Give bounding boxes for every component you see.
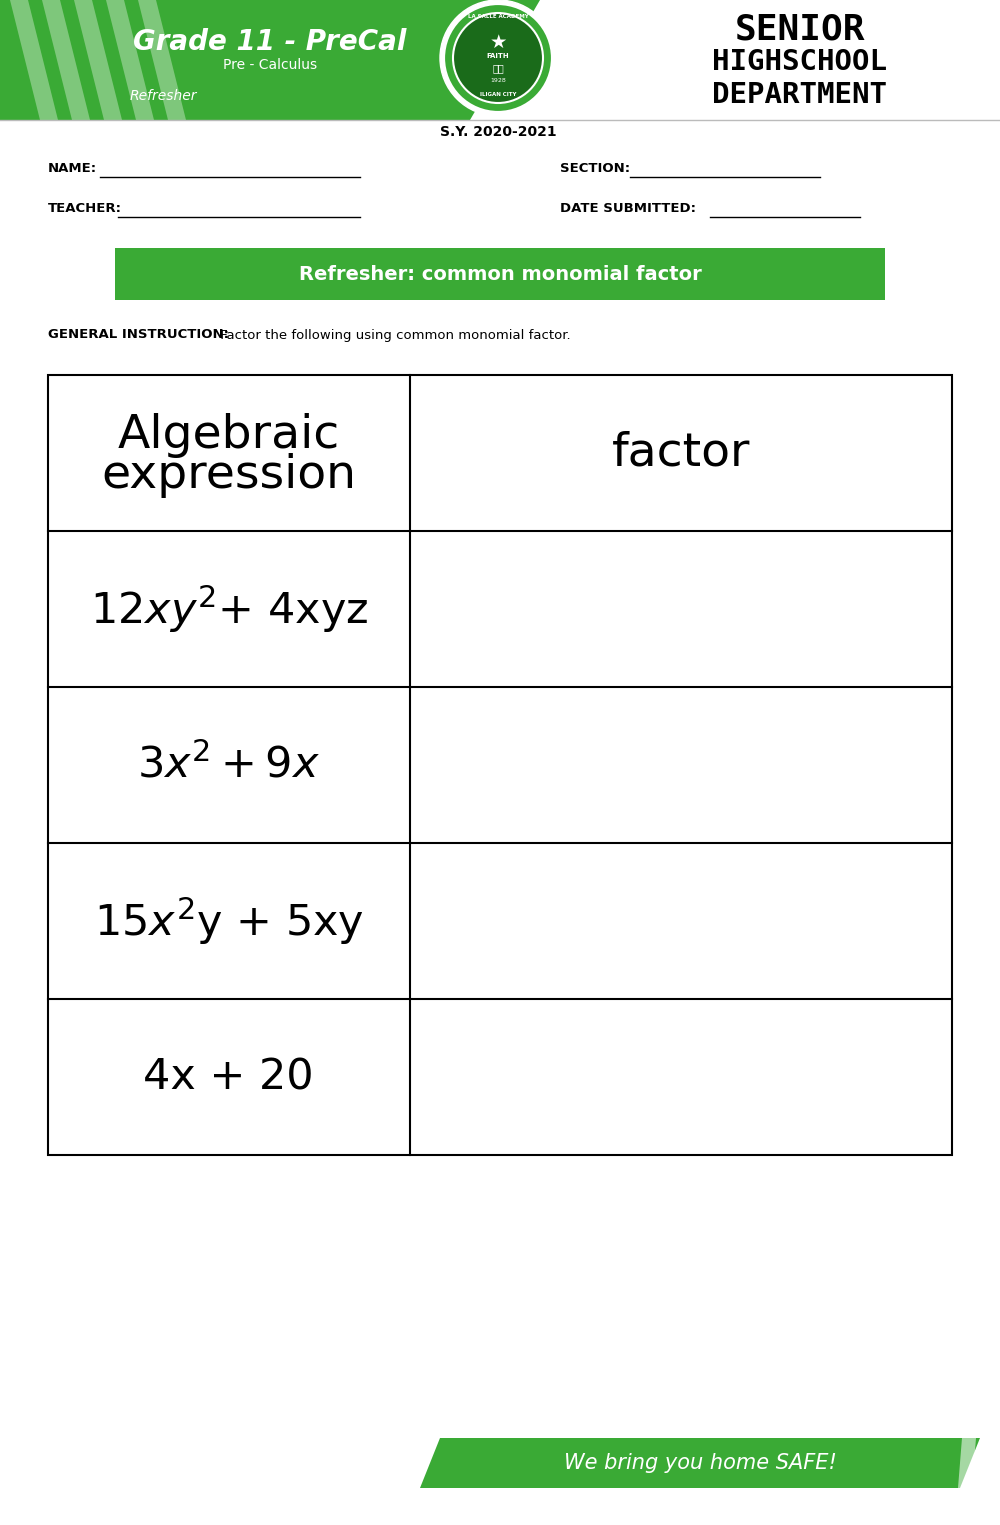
Polygon shape xyxy=(74,0,122,120)
Polygon shape xyxy=(0,0,540,120)
Bar xyxy=(48,375,952,1154)
Text: DATE SUBMITTED:: DATE SUBMITTED: xyxy=(560,201,696,215)
Text: $12xy^2$+ 4xyz: $12xy^2$+ 4xyz xyxy=(90,583,368,634)
Text: We bring you home SAFE!: We bring you home SAFE! xyxy=(564,1453,836,1473)
Text: TEACHER:: TEACHER: xyxy=(48,201,122,215)
Text: 4x + 20: 4x + 20 xyxy=(143,1055,314,1098)
Text: ILIGAN CITY: ILIGAN CITY xyxy=(480,93,516,98)
Text: factor: factor xyxy=(612,430,750,476)
Text: Grade 11 - PreCal: Grade 11 - PreCal xyxy=(133,27,407,56)
Polygon shape xyxy=(138,0,186,120)
Text: Algebraic: Algebraic xyxy=(118,412,340,457)
Text: LA SALLE ACADEMY: LA SALLE ACADEMY xyxy=(468,15,528,20)
Polygon shape xyxy=(106,0,154,120)
Text: 1928: 1928 xyxy=(490,78,506,82)
Polygon shape xyxy=(976,1438,994,1488)
Text: S.Y. 2020-2021: S.Y. 2020-2021 xyxy=(440,125,556,139)
Bar xyxy=(115,249,885,300)
Polygon shape xyxy=(42,0,90,120)
Text: GENERAL INSTRUCTION:: GENERAL INSTRUCTION: xyxy=(48,328,229,342)
Text: 〜〜: 〜〜 xyxy=(492,63,504,73)
Text: ★: ★ xyxy=(489,32,507,52)
Circle shape xyxy=(443,3,553,113)
Text: SECTION:: SECTION: xyxy=(560,162,630,175)
Text: DEPARTMENT: DEPARTMENT xyxy=(712,81,888,108)
Text: Pre - Calculus: Pre - Calculus xyxy=(223,58,317,72)
Text: NAME:: NAME: xyxy=(48,162,97,175)
Text: $15x^2$y + 5xy: $15x^2$y + 5xy xyxy=(94,895,364,947)
Text: $3x^2 + 9x$: $3x^2 + 9x$ xyxy=(137,744,320,787)
Polygon shape xyxy=(420,1438,980,1488)
Text: Refresher: Refresher xyxy=(130,88,198,104)
Polygon shape xyxy=(958,1438,976,1488)
Text: SENIOR: SENIOR xyxy=(735,14,865,47)
Text: Refresher: common monomial factor: Refresher: common monomial factor xyxy=(299,264,701,284)
Text: HIGHSCHOOL: HIGHSCHOOL xyxy=(712,47,888,76)
Text: expression: expression xyxy=(101,453,356,497)
Polygon shape xyxy=(10,0,58,120)
Text: Factor the following using common monomial factor.: Factor the following using common monomi… xyxy=(216,328,571,342)
Circle shape xyxy=(453,14,543,104)
Polygon shape xyxy=(994,1438,1000,1488)
Text: FAITH: FAITH xyxy=(487,53,509,59)
Circle shape xyxy=(440,0,556,116)
